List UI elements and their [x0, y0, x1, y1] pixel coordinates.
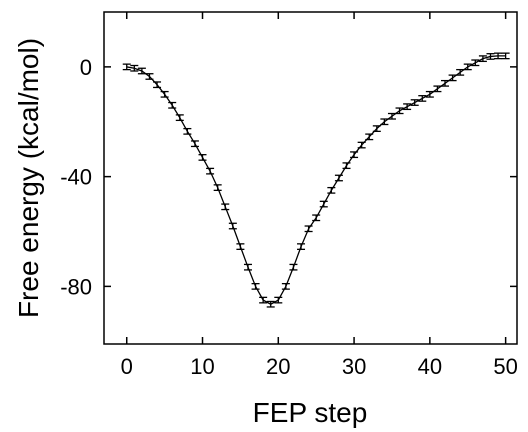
data-point — [206, 167, 215, 175]
data-point — [259, 296, 268, 304]
data-point — [425, 90, 434, 98]
data-point — [448, 74, 457, 82]
data-point — [312, 214, 321, 222]
data-point — [319, 200, 328, 208]
y-axis-label: Free energy (kcal/mol) — [13, 38, 44, 318]
data-point — [501, 52, 510, 60]
data-point — [410, 99, 419, 106]
data-point — [357, 141, 366, 149]
data-point — [160, 90, 169, 98]
data-point — [281, 282, 290, 290]
data-point — [342, 162, 351, 170]
data-point — [137, 67, 146, 75]
data-point — [486, 53, 495, 60]
data-point — [153, 81, 162, 89]
data-point — [418, 95, 427, 102]
data-point — [478, 55, 487, 63]
data-point — [122, 63, 131, 71]
data-point — [304, 225, 313, 233]
axis-ticks — [104, 12, 517, 344]
data-point — [327, 186, 336, 194]
data-point — [365, 133, 374, 141]
data-point — [395, 107, 404, 115]
data-point — [266, 300, 275, 308]
data-point — [372, 125, 381, 133]
x-tick-label: 50 — [493, 354, 517, 379]
data-point — [456, 68, 465, 76]
series-layer — [122, 52, 510, 308]
x-tick-labels: 0 10 20 30 40 50 — [121, 354, 518, 379]
data-point — [228, 222, 237, 230]
x-tick-label: 40 — [418, 354, 442, 379]
data-point — [183, 127, 192, 135]
data-point — [350, 151, 359, 159]
data-point — [289, 263, 298, 271]
data-point — [433, 85, 442, 93]
x-tick-label: 30 — [342, 354, 366, 379]
data-point — [403, 103, 412, 111]
data-point — [441, 79, 450, 87]
y-tick-label: 0 — [80, 55, 92, 80]
data-point — [198, 154, 207, 161]
y-tick-label: -80 — [60, 274, 92, 299]
y-tick-label: -40 — [60, 165, 92, 190]
data-point — [243, 263, 252, 271]
data-point — [380, 118, 389, 126]
series-line — [126, 55, 506, 305]
y-tick-labels: 0 -40 -80 — [60, 55, 92, 300]
data-point — [471, 59, 480, 67]
data-point — [213, 184, 222, 191]
data-point — [387, 112, 396, 120]
data-point — [175, 114, 184, 122]
data-point — [130, 64, 139, 72]
data-point — [463, 63, 472, 71]
data-point — [190, 140, 199, 148]
data-point — [221, 203, 230, 211]
x-tick-label: 20 — [266, 354, 290, 379]
data-point — [297, 243, 306, 250]
x-tick-label: 10 — [190, 354, 214, 379]
data-point — [334, 174, 343, 182]
x-tick-label: 0 — [121, 354, 133, 379]
data-point — [494, 52, 503, 60]
data-point — [145, 73, 154, 80]
data-point — [168, 101, 177, 109]
x-axis-label: FEP step — [253, 397, 368, 428]
plot-frame — [103, 11, 518, 345]
data-point — [236, 243, 245, 250]
data-point — [274, 296, 283, 304]
data-point — [251, 282, 260, 290]
